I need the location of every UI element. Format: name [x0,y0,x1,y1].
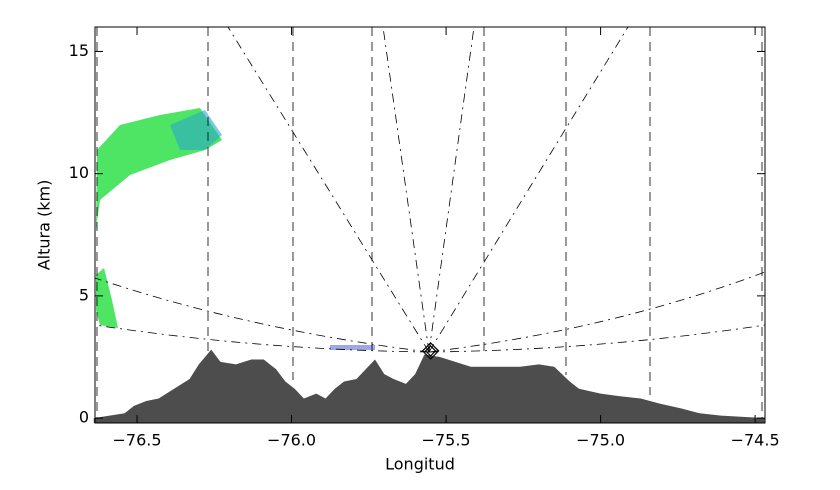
plot [93,349,765,423]
x-tick-label: −76.5 [113,431,162,450]
beam-ray [428,271,766,353]
beam-ray [428,26,475,353]
x-axis-title: Longitud [385,455,455,474]
beam-ray [94,324,430,353]
y-axis-title: Altura (km) [35,180,54,271]
y-tick-label: 10 [69,163,89,182]
x-tick-label: −75.5 [422,431,471,450]
beam-ray [382,26,430,353]
beams [94,26,766,420]
echo-upper-core [170,110,222,150]
plot-frame [94,26,766,424]
x-tick-label: −75.0 [576,431,625,450]
beam-ray [94,277,430,353]
radar-marker [421,342,440,360]
beam-ray [428,26,629,353]
echo-small [330,345,375,350]
beam-ray [428,324,766,353]
x-tick-label: −74.5 [731,431,780,450]
terrain [93,349,765,423]
y-tick-label: 15 [69,41,89,60]
y-tick-label: 0 [79,408,89,427]
echo-lower [96,268,118,328]
x-tick-label: −76.0 [267,431,316,450]
echoes [96,108,375,350]
y-tick-label: 5 [79,285,89,304]
beam-ray [227,26,430,353]
